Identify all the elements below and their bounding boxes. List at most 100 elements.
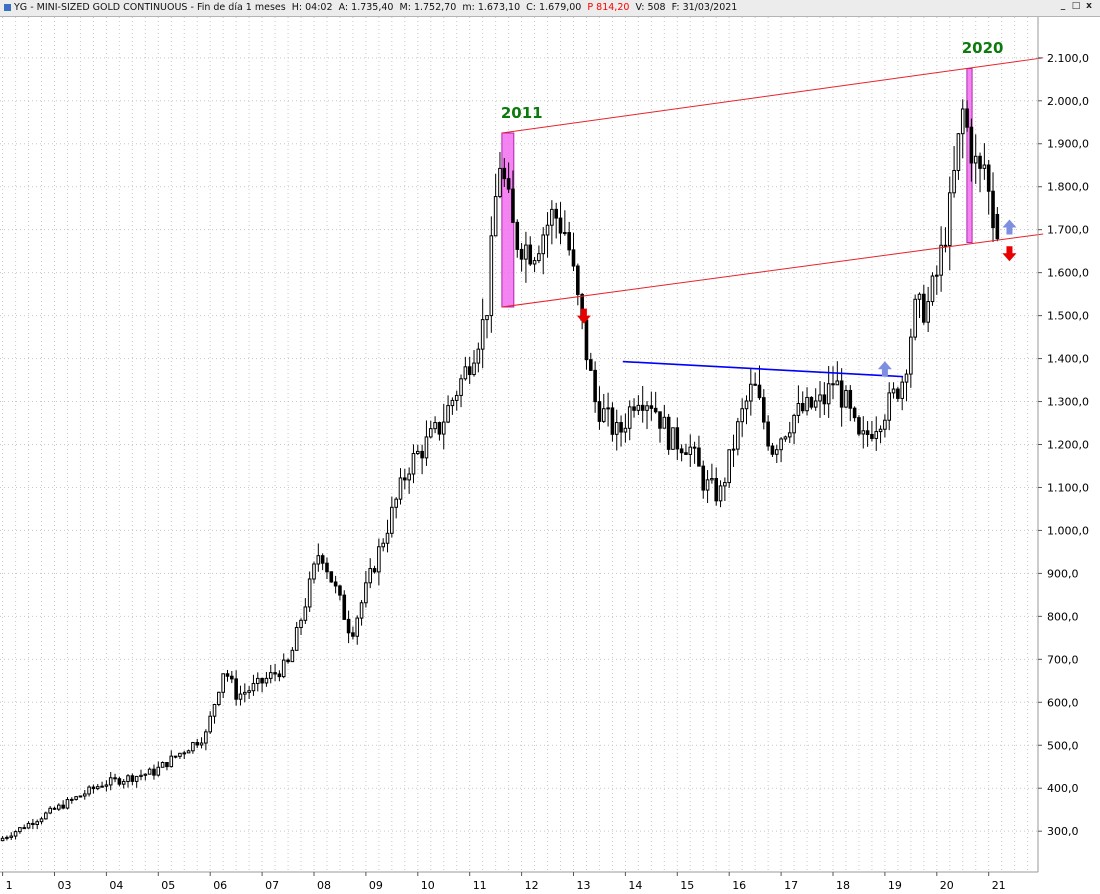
price-chart[interactable]: 300,0 400,0 500,0 600,0 700,0 800,0 900,0 1.000… <box>0 17 1100 894</box>
candle-body <box>563 232 567 235</box>
y-tick-label: 700,0 <box>1047 653 1079 666</box>
arrow-down-icon <box>1002 246 1017 262</box>
y-tick-label: 300,0 <box>1047 825 1079 838</box>
candle-body <box>554 208 558 219</box>
candle-body <box>217 691 221 705</box>
candle-body <box>528 244 533 265</box>
date-value: 31/03/2021 <box>682 2 738 13</box>
candle-body <box>208 715 212 733</box>
candle-body <box>143 773 148 776</box>
candle-body <box>761 397 766 423</box>
candle-body <box>943 244 948 247</box>
candle-body <box>178 752 182 757</box>
candle-body <box>260 677 264 684</box>
x-tick-label: 20 <box>940 879 954 892</box>
candle-body <box>113 777 117 780</box>
candle-body <box>874 431 879 439</box>
candle-body <box>61 804 65 809</box>
x-tick-label: 03 <box>57 879 71 892</box>
candle-body <box>69 798 74 801</box>
candle-body <box>5 836 9 839</box>
candle-body <box>774 449 779 455</box>
y-tick-label: 1.900,0 <box>1047 138 1089 151</box>
year-label: 2011 <box>501 104 543 122</box>
candle-body <box>934 274 939 277</box>
x-tick-label: 13 <box>576 879 590 892</box>
low-value: 1.673,10 <box>477 2 521 13</box>
candle-body <box>593 369 597 403</box>
candle-body <box>757 384 762 399</box>
candle-body <box>697 447 701 467</box>
candle-body <box>398 477 403 500</box>
candle-body <box>428 428 433 438</box>
candle-body <box>848 389 853 409</box>
candle-body <box>917 293 922 300</box>
candle-body <box>403 477 407 481</box>
candle-body <box>922 293 926 323</box>
candle-body <box>173 755 178 758</box>
y-tick-label: 1.000,0 <box>1047 524 1089 537</box>
candle-body <box>104 784 109 787</box>
y-tick-label: 2.100,0 <box>1047 52 1089 65</box>
candle-body <box>377 546 381 573</box>
candle-body <box>671 427 675 450</box>
candle-body <box>679 448 684 454</box>
candle-body <box>234 678 238 700</box>
y-tick-label: 500,0 <box>1047 739 1079 752</box>
candle-body <box>913 298 917 338</box>
candle-body <box>809 396 814 408</box>
candle-body <box>736 421 740 450</box>
candle-body <box>351 632 355 637</box>
maximize-button[interactable]: □ <box>1071 1 1081 11</box>
y-tick-label: 1.300,0 <box>1047 396 1089 409</box>
candle-body <box>597 401 602 422</box>
candle-body <box>480 319 485 350</box>
candle-body <box>909 336 913 375</box>
candle-body <box>372 568 377 573</box>
candle-body <box>822 394 827 405</box>
candle-body <box>182 752 187 755</box>
candle-body <box>91 786 96 790</box>
candle-body <box>394 498 398 508</box>
h-label: H: <box>291 2 303 13</box>
candle-body <box>255 677 260 684</box>
y-tick-label: 1.400,0 <box>1047 353 1089 366</box>
y-axis: 300,0 400,0 500,0 600,0 700,0 800,0 900,0 1.000… <box>1037 17 1089 872</box>
candle-body <box>692 446 697 449</box>
candle-body <box>381 542 385 548</box>
candle-body <box>57 804 61 810</box>
y-tick-label: 2.000,0 <box>1047 95 1089 108</box>
candle-body <box>268 672 273 679</box>
candle-body <box>493 196 498 237</box>
volume-value: 508 <box>647 2 666 13</box>
candle-body <box>588 359 593 371</box>
candle-body <box>714 478 719 502</box>
candle-body <box>31 822 35 826</box>
candle-body <box>126 775 130 782</box>
candle-body <box>896 388 900 399</box>
candle-body <box>826 383 831 405</box>
minimize-button[interactable]: _ <box>1060 1 1066 11</box>
candle-body <box>545 224 550 236</box>
candle-body <box>744 400 749 410</box>
x-tick-label: 16 <box>732 879 746 892</box>
candle-body <box>251 682 256 692</box>
candle-body <box>887 392 892 421</box>
candle-body <box>601 408 606 422</box>
candle-body <box>437 422 442 435</box>
candle-body <box>467 366 472 376</box>
candle-body <box>307 578 312 608</box>
candle-body <box>506 178 511 190</box>
candle-body <box>558 217 563 234</box>
candle-body <box>792 414 796 434</box>
candle-body <box>891 388 896 394</box>
candle-body <box>160 762 165 768</box>
x-tick-label: 09 <box>369 879 383 892</box>
candle-body <box>645 405 649 411</box>
close-button[interactable]: x <box>1086 1 1092 11</box>
candle-body <box>385 532 390 544</box>
close-value: 1.679,00 <box>539 2 582 13</box>
p-value: 814,20 <box>596 2 630 13</box>
symbol-code: YG <box>14 2 28 13</box>
candle-body <box>472 362 476 376</box>
